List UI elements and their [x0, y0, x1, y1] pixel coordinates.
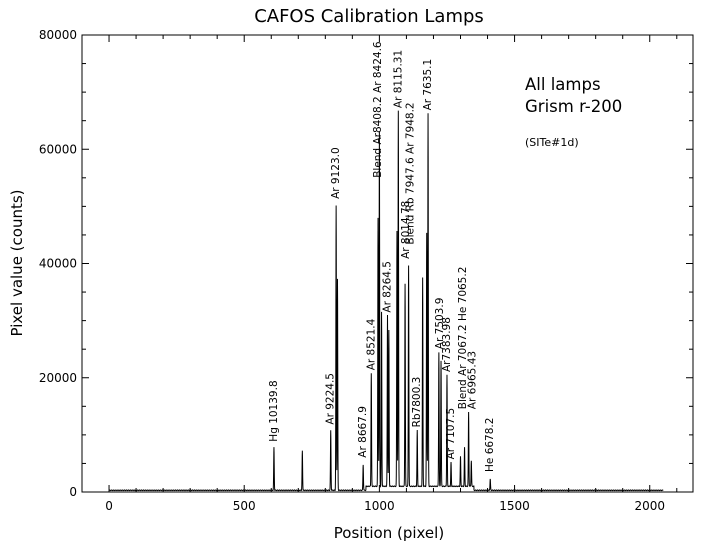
y-tick-label: 60000 [39, 142, 77, 156]
line-label: Ar 7635.1 [422, 59, 434, 111]
x-axis-label: Position (pixel) [334, 524, 444, 542]
chart-title: CAFOS Calibration Lamps [254, 6, 484, 27]
annotation-line-1: All lamps [525, 75, 601, 94]
annotation-detector: (SITe#1d) [525, 136, 579, 149]
line-label: He 6678.2 [484, 418, 496, 472]
line-label: Blend Rb 7947.6 Ar 7948.2 [405, 102, 417, 244]
y-tick-label: 80000 [39, 28, 77, 42]
y-tick-label: 0 [69, 485, 77, 499]
line-label: Ar 7107.5 [445, 408, 457, 460]
spectrum-line [108, 110, 664, 492]
y-axis-label: Pixel value (counts) [8, 189, 26, 336]
y-tick-labels: 0 20000 40000 60000 80000 [39, 28, 77, 499]
x-tick-label: 500 [233, 499, 256, 513]
line-label: Ar 8521.4 [365, 318, 377, 370]
y-tick-label: 20000 [39, 371, 77, 385]
line-label: Ar 9224.5 [325, 373, 337, 425]
x-tick-label: 1500 [499, 499, 530, 513]
annotation-line-2: Grism r-200 [525, 97, 622, 116]
line-label: Blend Ar 7067.2 He 7065.2 [457, 267, 469, 410]
x-tick-label: 0 [105, 499, 113, 513]
line-label: Blend Ar8408.2 Ar 8424.6 [372, 41, 384, 178]
line-label: Ar 8667.9 [357, 406, 369, 458]
x-tick-labels: 0 500 1000 1500 2000 [105, 499, 665, 513]
emission-line-labels: Hg 10139.8 Ar 9224.5 Ar 9123.0 Ar 8667.9 Ar … [268, 41, 496, 472]
line-label: Ar 8014.78 [400, 201, 412, 259]
line-label: Hg 10139.8 [268, 380, 280, 441]
line-label: Rb7800.3 [411, 377, 423, 428]
y-tick-label: 40000 [39, 257, 77, 271]
line-label: Ar 7503.9 [434, 298, 446, 350]
line-label: Ar 8264.5 [382, 261, 394, 313]
line-label: Ar 8115.31 [392, 50, 404, 108]
x-tick-label: 1000 [364, 499, 395, 513]
line-label: Ar 9123.0 [330, 147, 342, 199]
line-label: Ar 6965.43 [467, 351, 479, 409]
x-tick-label: 2000 [634, 499, 665, 513]
line-label: Ar7383.98 [441, 317, 453, 372]
